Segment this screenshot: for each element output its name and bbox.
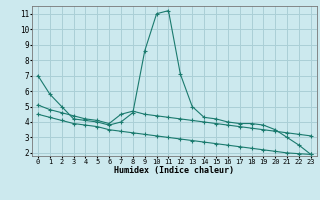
X-axis label: Humidex (Indice chaleur): Humidex (Indice chaleur) — [115, 166, 234, 175]
